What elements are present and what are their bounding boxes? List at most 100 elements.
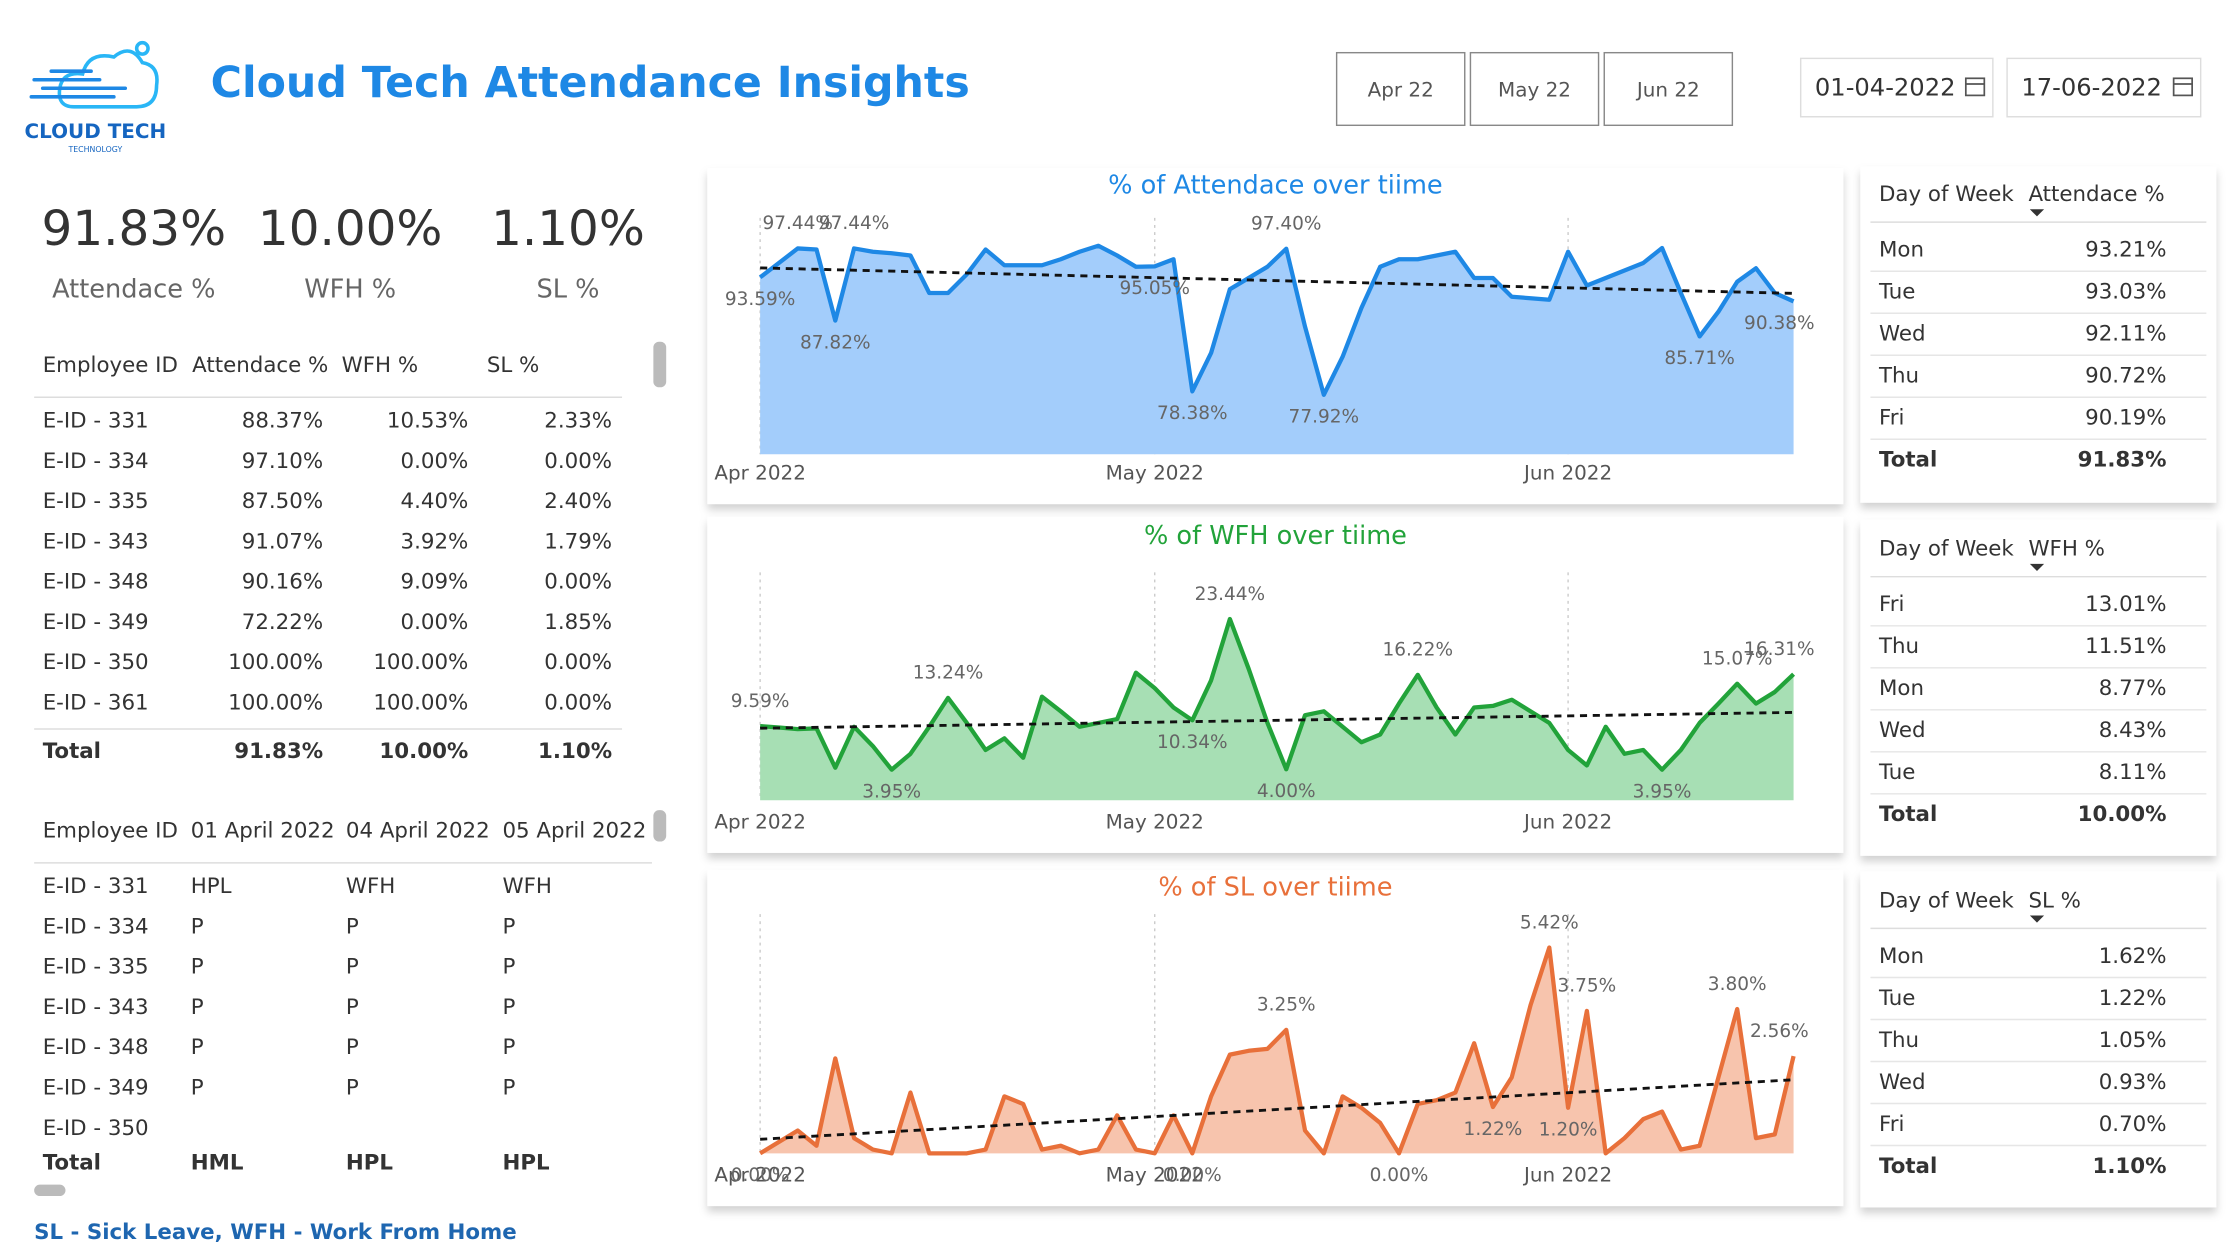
table-cell: E-ID - 350 xyxy=(43,1116,149,1141)
footer-note: SL - Sick Leave, WFH - Work From Home xyxy=(34,1220,517,1245)
table-cell: E-ID - 348 xyxy=(43,1035,149,1060)
table-cell: E-ID - 335 xyxy=(43,955,149,980)
table-cell: E-ID - 331 xyxy=(43,408,149,433)
date-input[interactable] xyxy=(2006,57,2202,118)
table-header: Day of Week xyxy=(1879,888,2014,913)
table-cell: 1.85% xyxy=(544,610,612,635)
data-label: 3.95% xyxy=(862,781,921,802)
table-cell: 0.00% xyxy=(544,650,612,675)
date-from: 01-04-2022 xyxy=(1815,73,1956,101)
data-label: 23.44% xyxy=(1195,584,1266,605)
table-cell: 9.09% xyxy=(401,570,469,595)
sort-arrow xyxy=(2029,563,2045,571)
table-header: 04 April 2022 xyxy=(346,819,490,844)
data-label: 78.38% xyxy=(1157,403,1228,424)
table-cell: Tue xyxy=(1878,280,1915,305)
table-total: 91.83% xyxy=(234,739,323,764)
table-cell: Wed xyxy=(1879,1070,1926,1095)
table-header: Employee ID xyxy=(43,819,178,844)
table-cell: Wed xyxy=(1879,718,1926,743)
table-cell: P xyxy=(502,914,515,939)
month-button[interactable] xyxy=(1335,51,1466,127)
data-label: 16.22% xyxy=(1383,640,1454,661)
table-cell: E-ID - 348 xyxy=(43,570,149,595)
table-cell: Wed xyxy=(1879,322,1926,347)
data-label: 9.59% xyxy=(731,691,790,712)
x-tick-label: May 2022 xyxy=(1106,810,1204,833)
data-label: 0.00% xyxy=(1370,1165,1429,1186)
data-label: 95.05% xyxy=(1119,278,1190,299)
table-cell: 13.01% xyxy=(2085,592,2166,617)
table-cell: 11.51% xyxy=(2085,634,2166,659)
x-tick-label: Apr 2022 xyxy=(714,1164,805,1187)
month-button-label: May 22 xyxy=(1498,79,1571,102)
table-cell: E-ID - 335 xyxy=(43,489,149,514)
table-cell: 8.11% xyxy=(2099,760,2167,785)
month-button[interactable] xyxy=(1603,51,1734,127)
table-cell: E-ID - 334 xyxy=(43,449,149,474)
line xyxy=(759,616,1796,772)
scrollbar[interactable] xyxy=(653,810,667,842)
table-cell: 93.03% xyxy=(2085,280,2166,305)
table-cell: P xyxy=(191,955,204,980)
table-total: Total xyxy=(43,1150,101,1175)
table-cell: Mon xyxy=(1879,944,1924,969)
table-cell: Tue xyxy=(1878,986,1915,1011)
table-cell: 97.10% xyxy=(242,449,323,474)
table-cell: P xyxy=(346,995,359,1020)
table-total: Total xyxy=(43,739,101,764)
data-label: 2.56% xyxy=(1750,1021,1809,1042)
month-button[interactable] xyxy=(1469,51,1600,127)
area xyxy=(760,947,1794,1154)
page-title: Cloud Tech Attendance Insights xyxy=(211,58,970,108)
kpi-label: Attendace % xyxy=(52,274,215,304)
x-tick-label: Jun 2022 xyxy=(1522,1164,1612,1187)
data-label: 85.71% xyxy=(1664,348,1735,369)
table-total: Total xyxy=(1879,1154,1937,1179)
x-tick-label: Apr 2022 xyxy=(714,462,805,485)
table-cell: P xyxy=(191,1035,204,1060)
scrollbars xyxy=(34,341,667,1197)
data-label: 3.95% xyxy=(1633,781,1692,802)
data-label: 87.82% xyxy=(800,332,871,353)
table-cell: Thu xyxy=(1878,634,1919,659)
table-cell: Fri xyxy=(1879,1112,1904,1137)
table-cell: 2.33% xyxy=(544,408,612,433)
data-label: 10.34% xyxy=(1157,732,1228,753)
table-cell: 100.00% xyxy=(373,650,468,675)
table-cell: P xyxy=(502,995,515,1020)
table-cell: P xyxy=(191,1076,204,1101)
table-cell: Mon xyxy=(1879,676,1924,701)
date-input[interactable] xyxy=(1799,57,1994,118)
table-header: Attendace % xyxy=(192,353,328,378)
table-header: WFH % xyxy=(342,353,418,378)
table-cell: 90.19% xyxy=(2085,406,2166,431)
table-cell: 0.00% xyxy=(544,691,612,716)
scrollbar[interactable] xyxy=(34,1184,66,1197)
month-button-label: Apr 22 xyxy=(1368,79,1434,102)
table-cell: 3.92% xyxy=(401,529,469,554)
logo-sub: TECHNOLOGY xyxy=(67,145,122,154)
data-label: 4.00% xyxy=(1257,781,1316,802)
table-cell: 92.11% xyxy=(2085,322,2166,347)
table-header: Day of Week xyxy=(1879,182,2014,207)
area xyxy=(760,245,1794,455)
table-cell: 0.70% xyxy=(2099,1112,2167,1137)
data-label: 16.31% xyxy=(1744,639,1815,660)
table-total: 91.83% xyxy=(2078,448,2167,473)
table-header: SL % xyxy=(487,353,540,378)
kpi-value: 1.10% xyxy=(491,201,645,257)
table-panel xyxy=(1860,871,2217,1208)
date-to: 17-06-2022 xyxy=(2021,73,2162,101)
table-cell: 10.53% xyxy=(387,408,468,433)
x-tick-label: Jun 2022 xyxy=(1522,810,1612,833)
scrollbar[interactable] xyxy=(653,341,667,388)
table-cell: P xyxy=(191,914,204,939)
table-cell: E-ID - 334 xyxy=(43,914,149,939)
kpi-value: 10.00% xyxy=(258,201,442,257)
data-label: 77.92% xyxy=(1289,407,1360,428)
table-cell: 90.16% xyxy=(242,570,323,595)
kpi-label: WFH % xyxy=(304,274,396,304)
table-cell: 0.00% xyxy=(544,570,612,595)
